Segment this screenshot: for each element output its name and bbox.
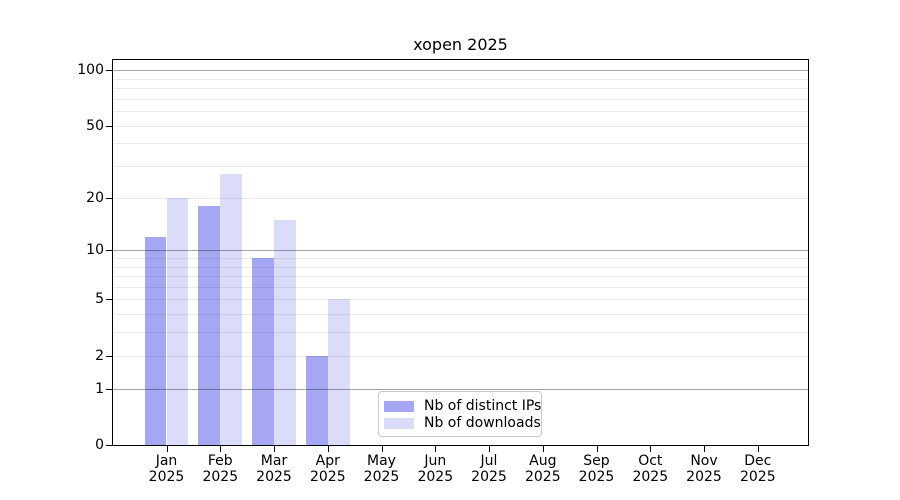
gridline-major-100 [113,70,808,71]
gridline-minor-20 [113,197,808,199]
y-tick-mark-10 [106,250,112,252]
gridline-minor-90 [113,78,808,80]
x-tick-month: Jan [155,453,178,469]
x-tick-mark-oct [650,446,652,452]
legend: Nb of distinct IPs Nb of downloads [378,391,542,437]
bar-downloads-apr [327,299,350,445]
x-tick-label-jul: Jul 2025 [457,453,521,485]
y-tick-label-20: 20 [86,189,104,206]
x-tick-month: May [367,453,396,469]
bar-distinct-ips-apr [305,355,328,445]
x-tick-year: 2025 [471,469,507,485]
x-tick-month: Mar [260,453,288,469]
x-tick-label-sep: Sep 2025 [565,453,629,485]
gridline-minor-70 [113,98,808,100]
x-tick-month: Nov [690,453,718,469]
x-tick-label-jan: Jan 2025 [135,453,199,485]
chart-title: xopen 2025 [413,35,508,54]
legend-swatch-distinct-ips [384,400,414,412]
x-tick-year: 2025 [739,469,776,485]
x-tick-label-may: May 2025 [350,453,414,485]
x-tick-mark-nov [704,446,705,452]
legend-label-downloads: Nb of downloads [424,415,541,431]
bar-downloads-mar [274,219,296,445]
x-tick-mark-dec [757,446,759,452]
x-tick-month: Aug [529,453,557,469]
y-tick-mark-20 [106,197,112,199]
y-tick-mark-0 [106,445,112,446]
x-tick-mark-mar [274,446,275,452]
x-tick-year: 2025 [417,469,454,485]
x-tick-mark-jul [489,446,490,452]
x-tick-month: Oct [638,453,663,469]
gridline-minor-30 [113,166,808,167]
x-tick-mark-may [381,446,383,452]
gridline-minor-50 [113,125,808,127]
legend-item-distinct-ips: Nb of distinct IPs [384,398,541,414]
x-tick-month: Jul [480,453,498,469]
bar-distinct-ips-jan [144,236,167,445]
x-tick-mark-jan [166,446,168,452]
y-tick-label-100: 100 [77,62,104,78]
x-tick-label-mar: Mar 2025 [242,453,306,485]
y-tick-label-10: 10 [86,242,104,259]
x-tick-year: 2025 [256,469,292,485]
x-tick-mark-sep [596,446,598,452]
legend-label-distinct-ips: Nb of distinct IPs [424,398,542,414]
y-tick-mark-2 [106,355,112,357]
y-tick-label-0: 0 [95,437,104,453]
x-tick-month: Jun [424,453,447,469]
x-tick-month: Feb [207,453,233,469]
x-tick-mark-jun [435,446,437,452]
x-tick-mark-aug [542,446,544,452]
x-tick-year: 2025 [578,469,615,485]
x-tick-label-jun: Jun 2025 [403,453,467,485]
x-tick-mark-feb [220,446,222,452]
x-tick-month: Sep [583,453,610,469]
gridline-minor-40 [113,143,808,145]
legend-swatch-downloads [384,417,414,429]
x-tick-label-apr: Apr 2025 [296,453,360,485]
x-tick-year: 2025 [202,469,239,485]
x-tick-year: 2025 [632,469,669,485]
y-tick-label-1: 1 [95,380,104,397]
y-tick-mark-5 [106,299,112,301]
plot-area [112,59,809,446]
x-tick-label-oct: Oct 2025 [618,453,682,485]
x-tick-year: 2025 [148,469,185,485]
y-tick-label-2: 2 [95,347,104,364]
y-tick-label-50: 50 [86,117,104,134]
x-tick-year: 2025 [363,469,400,485]
y-tick-mark-100 [106,70,112,71]
y-tick-mark-1 [106,388,112,390]
x-tick-label-feb: Feb 2025 [188,453,252,485]
y-tick-mark-50 [106,125,112,127]
x-tick-mark-apr [327,446,329,452]
x-tick-month: Dec [744,453,772,469]
bar-distinct-ips-feb [198,205,221,445]
x-tick-label-nov: Nov 2025 [672,453,736,485]
x-tick-year: 2025 [686,469,722,485]
legend-item-downloads: Nb of downloads [384,415,541,431]
x-tick-year: 2025 [524,469,561,485]
gridline-minor-60 [113,111,808,112]
gridline-minor-80 [113,87,808,89]
y-tick-label-5: 5 [95,291,104,308]
x-tick-label-aug: Aug 2025 [511,453,575,485]
x-tick-label-dec: Dec 2025 [726,453,790,485]
bar-downloads-jan [166,197,189,445]
bar-distinct-ips-mar [252,257,274,445]
x-tick-year: 2025 [309,469,346,485]
bar-downloads-feb [220,174,243,445]
x-tick-month: Apr [315,453,340,469]
